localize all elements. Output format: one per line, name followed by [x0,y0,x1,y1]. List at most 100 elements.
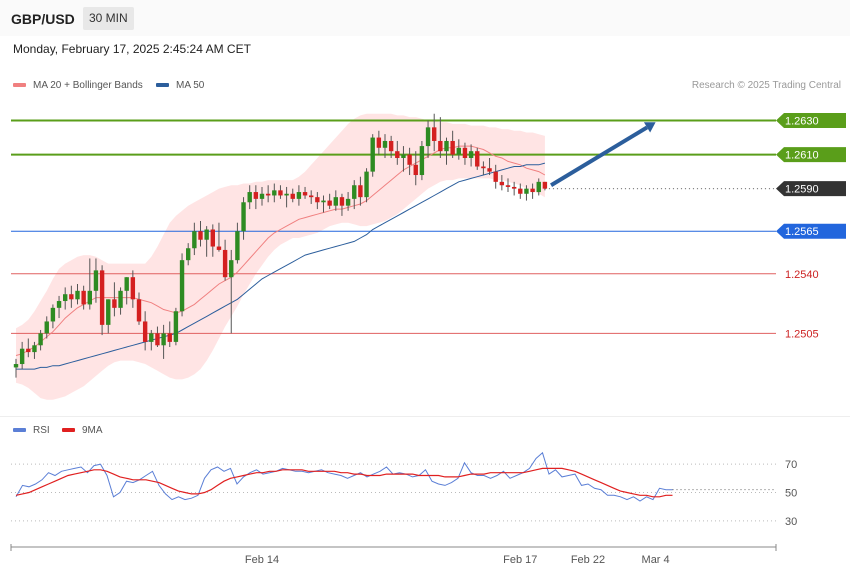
candle-body [112,299,117,308]
candle-body [327,200,332,206]
candle-body [32,345,37,353]
symbol-label: GBP/USD [11,11,75,27]
candle-body [124,277,129,291]
candle-body [376,137,382,148]
legend-rsi-ma-label: 9MA [82,425,103,436]
candle-body [253,192,259,199]
level-label-1.2610: 1.2610 [785,150,819,162]
candle-body [259,193,265,199]
candle-body [222,249,228,278]
candle-body [155,333,160,346]
pane-divider [0,416,850,417]
candle-body [142,321,148,342]
level-tag-1.2610 [776,147,846,163]
rsi-tick-30: 30 [785,516,797,528]
candle-body [186,248,191,261]
candle-body [468,151,474,158]
candle-body [518,188,523,194]
legend-ma20-label: MA 20 + Bollinger Bands [33,80,143,91]
rsi-line [15,451,673,502]
level-label-1.2630: 1.2630 [785,116,819,128]
candle-body [499,181,505,186]
candle-body [536,181,541,193]
candle-body [75,290,80,300]
legend-ma20: MA 20 + Bollinger Bands [13,80,143,91]
candle-body [44,321,49,334]
candle-body [265,193,271,196]
x-tick-label: Feb 22 [571,554,605,566]
candle-body [475,151,480,167]
candle-body [216,246,222,250]
legend-rsi-ma: 9MA [62,425,103,436]
ma50-line [16,162,546,370]
candle-body [272,190,277,196]
candle-body [413,164,418,176]
candle-body [235,231,240,261]
candle-body [179,260,185,312]
candle-body [241,202,246,232]
candle-body [192,231,197,249]
legend-ma50: MA 50 [156,80,204,91]
candle-body [136,299,142,322]
candle-body [296,192,302,199]
candle-body [370,137,375,172]
candle-body [364,171,369,198]
candle-body [395,151,400,158]
candle-body [198,231,203,240]
candle-body [19,348,25,365]
candle-body [69,294,74,300]
candle-body [210,229,215,247]
candle-body [118,290,123,308]
rsi-ma-swatch [62,428,75,433]
candle-body [530,188,535,193]
candle-body [481,166,486,169]
candle-body [493,171,498,182]
candle-body [50,307,56,322]
candle-body [542,181,548,189]
candle-body [352,185,357,199]
timeframe-button[interactable]: 30 MIN [83,7,134,30]
level-label-1.2540: 1.2540 [785,269,819,281]
candle-body [13,364,19,368]
candle-body [63,294,68,302]
candle-body [167,333,172,342]
candle-body [333,197,338,206]
candle-body [456,147,461,155]
candle-body [432,127,437,141]
chart-header: GBP/USD 30 MIN [0,0,850,36]
x-tick-label: Mar 4 [642,554,670,566]
legend-rsi: RSI [13,425,50,436]
candle-body [173,311,179,342]
candle-body [358,185,363,198]
candle-body [315,197,320,203]
candle-body [388,140,394,152]
candle-body [438,140,443,152]
level-tag-1.2565 [776,223,846,239]
level-label-1.2505: 1.2505 [785,328,819,340]
candle-body [284,193,289,196]
candle-body [511,186,517,189]
level-tag-1.2590 [776,181,846,197]
candle-body [407,154,412,165]
level-label-1.2590: 1.2590 [785,184,819,196]
candle-body [56,301,62,308]
candle-body [302,192,308,196]
candle-body [93,270,99,291]
candle-body [321,200,326,203]
copyright: Research © 2025 Trading Central [691,80,841,91]
candle-body [419,146,425,176]
candle-body [290,193,295,199]
candle-body [87,290,92,305]
candle-body [204,229,209,240]
x-tick-label: Feb 14 [245,554,279,566]
level-tag-1.2630 [776,113,846,129]
candle-body [505,185,511,187]
candle-body [425,127,431,147]
candle-body [487,168,492,172]
candle-body [99,270,105,325]
candle-body [106,299,111,325]
ma50-swatch [156,83,169,88]
candle-body [444,140,449,152]
